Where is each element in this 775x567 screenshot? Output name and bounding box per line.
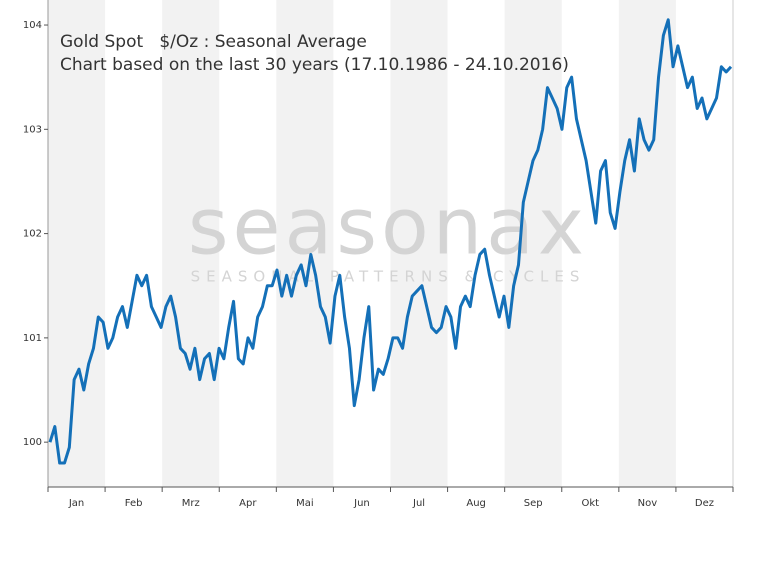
- month-band: [504, 0, 562, 487]
- chart-subtitle: Chart based on the last 30 years (17.10.…: [60, 55, 569, 75]
- x-tick-label: Feb: [125, 498, 143, 509]
- watermark-tagline: SEASONAL PATTERNS & CYCLES: [191, 268, 586, 286]
- x-tick-label: Jul: [412, 498, 425, 509]
- month-band: [162, 0, 220, 487]
- y-tick-label: 104: [23, 20, 42, 31]
- y-tick-label: 102: [23, 229, 42, 240]
- x-tick-label: Nov: [638, 498, 658, 509]
- chart-title: Gold Spot $/Oz : Seasonal Average: [60, 32, 367, 52]
- month-band: [276, 0, 334, 487]
- month-band: [48, 0, 106, 487]
- x-tick-label: Mai: [296, 498, 314, 509]
- x-tick-label: Apr: [239, 498, 257, 509]
- x-tick-label: Dez: [695, 498, 714, 509]
- watermark-logo: seasonax: [188, 182, 588, 272]
- y-tick-label: 100: [23, 437, 42, 448]
- x-tick-label: Sep: [524, 498, 543, 509]
- price-line: [48, 18, 733, 465]
- x-tick-label: Jan: [68, 498, 84, 509]
- x-tick-label: Aug: [466, 498, 486, 509]
- x-tick-label: Okt: [581, 498, 599, 509]
- x-tick-label: Mrz: [182, 498, 200, 509]
- x-tick-label: Jun: [353, 498, 370, 509]
- month-band: [390, 0, 448, 487]
- y-tick-label: 101: [23, 333, 42, 344]
- y-tick-label: 103: [23, 124, 42, 135]
- month-band: [618, 0, 676, 487]
